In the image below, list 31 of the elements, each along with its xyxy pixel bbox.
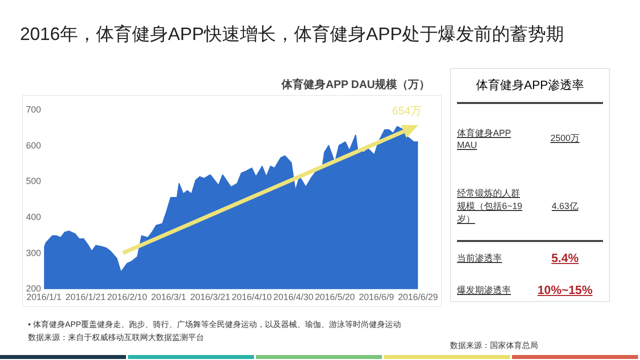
text: 爆发期渗透率 [457, 284, 512, 296]
text: 经常锻炼的人群规模（包括6~19岁） [457, 186, 524, 226]
chart-title: 2016年，体育健身APP快速增长，体育健身APP处于爆发前的蓄势期 [20, 23, 564, 46]
x-tick-label: 2016/1/1 [26, 292, 62, 302]
y-tick-label: 600 [26, 140, 42, 150]
y-tick-label: 400 [26, 212, 42, 222]
source-note: 数据来源：国家体育总局 [450, 340, 539, 351]
text: 体育健身APP MAU [457, 126, 512, 150]
source-note: 数据来源：来自于权威移动互联网大数据监测平台 [28, 332, 205, 344]
x-tick-label: 2016/1/21 [66, 292, 106, 302]
y-tick-label: 200 [26, 284, 42, 294]
x-tick-label: 2016/6/29 [398, 292, 438, 302]
text: 10%~15% [536, 283, 594, 297]
x-tick-label: 2016/2/10 [107, 292, 148, 302]
text: 2500万 [549, 132, 581, 144]
x-tick-label: 2016/4/10 [232, 292, 272, 302]
text: 4.63亿 [550, 200, 580, 212]
y-tick-label: 300 [26, 248, 42, 258]
x-tick-label: 2016/4/30 [273, 292, 314, 302]
x-tick-label: 2016/6/9 [358, 292, 394, 302]
y-tick-label: 500 [26, 176, 42, 186]
text: 当前渗透率 [457, 252, 503, 264]
x-tick-label: 2016/3/21 [190, 292, 230, 302]
chart-subtitle: 体育健身APP DAU规模（万） [280, 77, 430, 92]
x-tick-label: 2016/3/1 [151, 292, 186, 302]
text: 5.4% [550, 251, 580, 265]
text: • 体育健身APP覆盖健身走、跑步、骑行、广场舞等全民健身运动，以及器械、瑜伽、游泳等时尚健身运动 [28, 319, 402, 331]
annotation: 654万 [392, 106, 422, 118]
x-tick-label: 2016/5/20 [314, 292, 355, 302]
y-tick-label: 700 [26, 104, 42, 114]
text: 体育健身APP渗透率 [457, 69, 603, 104]
